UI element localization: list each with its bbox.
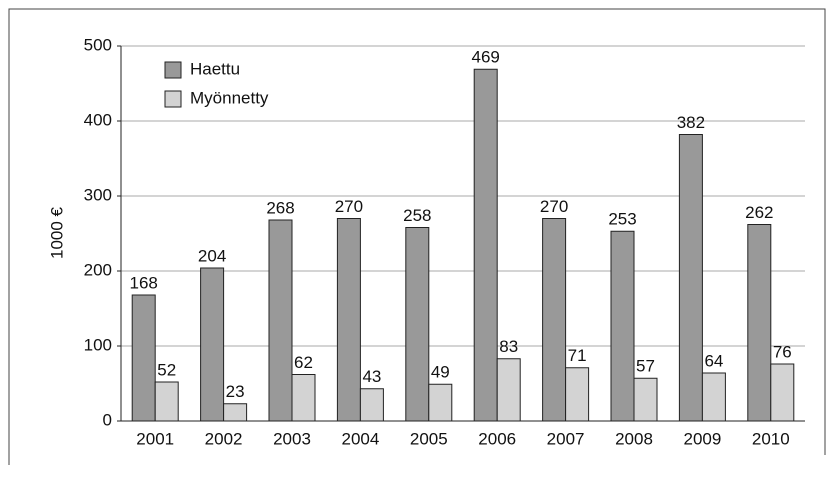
x-tick-label: 2004: [341, 429, 379, 448]
bar: [678, 134, 703, 422]
bar: [701, 372, 726, 422]
value-label: 258: [403, 206, 431, 225]
value-label: 76: [773, 342, 792, 361]
y-axis-label: 1000 €: [47, 206, 66, 259]
value-label: 262: [745, 203, 773, 222]
legend-label: Myönnetty: [190, 88, 269, 107]
legend-swatch: [164, 90, 182, 108]
x-tick-label: 2001: [136, 429, 174, 448]
y-tick-label: 400: [84, 110, 112, 129]
bar: [633, 377, 658, 422]
bar: [268, 219, 293, 422]
bar: [223, 403, 248, 422]
bar: [154, 381, 179, 422]
bar: [291, 374, 316, 422]
value-label: 270: [335, 197, 363, 216]
bar: [747, 224, 772, 422]
value-label: 469: [472, 48, 500, 67]
x-tick-label: 2010: [752, 429, 790, 448]
x-tick-label: 2002: [205, 429, 243, 448]
y-tick-label: 100: [84, 335, 112, 354]
y-tick-label: 200: [84, 260, 112, 279]
value-label: 23: [226, 382, 245, 401]
bar: [496, 358, 521, 422]
value-label: 168: [130, 273, 158, 292]
bar: [336, 218, 361, 422]
bar: [428, 383, 453, 422]
legend-swatch: [164, 61, 182, 79]
x-tick-label: 2009: [683, 429, 721, 448]
x-tick-label: 2003: [273, 429, 311, 448]
value-label: 268: [266, 198, 294, 217]
legend-label: Haettu: [190, 59, 240, 78]
value-label: 57: [636, 357, 655, 376]
value-label: 253: [608, 210, 636, 229]
value-label: 64: [704, 351, 723, 370]
x-tick-label: 2005: [410, 429, 448, 448]
y-tick-label: 500: [84, 35, 112, 54]
value-label: 52: [157, 360, 176, 379]
bar: [359, 388, 384, 422]
value-label: 71: [568, 346, 587, 365]
bar: [131, 294, 156, 422]
frame: [8, 8, 826, 465]
value-label: 204: [198, 246, 226, 265]
bar: [610, 230, 635, 422]
value-label: 62: [294, 353, 313, 372]
x-tick-label: 2008: [615, 429, 653, 448]
bar: [542, 218, 567, 422]
y-tick-label: 300: [84, 185, 112, 204]
bar: [565, 367, 590, 422]
y-tick-label: 0: [103, 410, 112, 429]
bar: [200, 267, 225, 422]
x-tick-label: 2007: [547, 429, 585, 448]
value-label: 43: [362, 367, 381, 386]
bar: [473, 68, 498, 422]
value-label: 49: [431, 363, 450, 382]
value-label: 382: [677, 113, 705, 132]
value-label: 270: [540, 197, 568, 216]
bar: [770, 363, 795, 422]
bar: [405, 227, 430, 422]
value-label: 83: [499, 337, 518, 356]
x-tick-label: 2006: [478, 429, 516, 448]
